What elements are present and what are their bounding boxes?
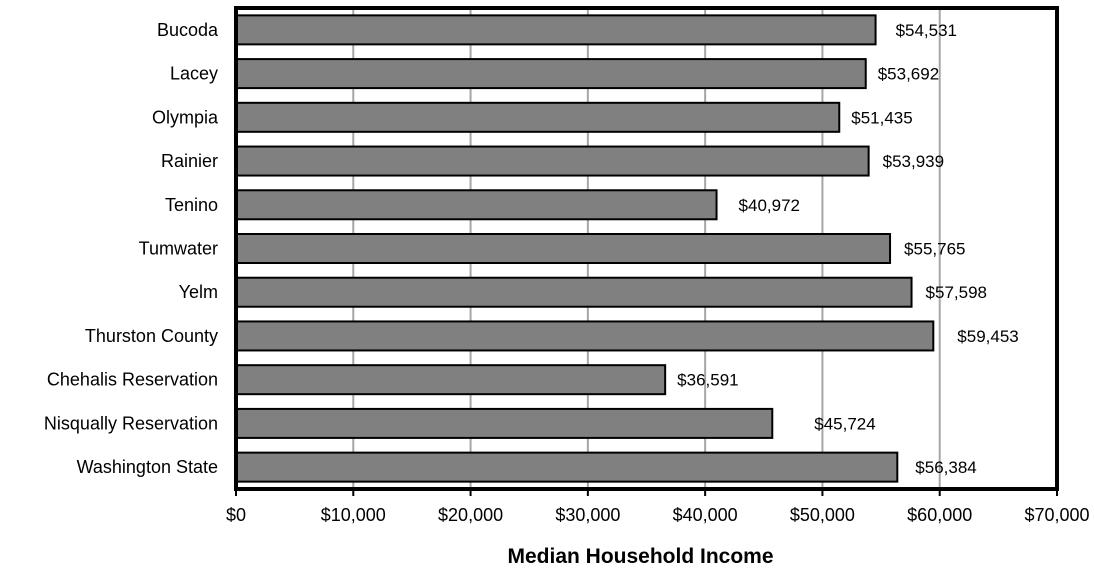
- plot-frame: [234, 6, 1059, 491]
- bar: [235, 276, 913, 308]
- bar: [235, 320, 935, 352]
- category-label: Chehalis Reservation: [47, 370, 218, 390]
- data-labels: $54,531 $53,692 $51,435 $53,939 $40,972 $55,7…: [677, 21, 1019, 477]
- category-label: Tenino: [165, 195, 218, 215]
- x-tick-label: $20,000: [438, 505, 503, 525]
- data-label: $59,453: [957, 327, 1018, 346]
- bars: [235, 14, 935, 483]
- bar: [235, 407, 774, 439]
- x-tick-label: $60,000: [907, 505, 972, 525]
- data-label: $40,972: [739, 196, 800, 215]
- bar: [235, 451, 899, 483]
- data-label: $36,591: [677, 371, 738, 390]
- data-label: $53,692: [878, 65, 939, 84]
- category-labels: Bucoda Lacey Olympia Rainier Tenino Tumwater Y…: [44, 20, 219, 477]
- bar: [235, 145, 870, 177]
- category-label: Yelm: [179, 282, 218, 302]
- bar: [235, 233, 892, 264]
- category-label: Thurston County: [85, 326, 218, 346]
- data-label: $57,598: [926, 283, 987, 302]
- category-label: Bucoda: [157, 20, 219, 40]
- x-tick-label: $70,000: [1024, 505, 1089, 525]
- bar: [235, 189, 718, 221]
- x-axis-title: Median Household Income: [507, 545, 773, 568]
- x-tick-label: $0: [226, 505, 246, 525]
- bar: [235, 14, 877, 46]
- x-axis-ticks: $0 $10,000 $20,000 $30,000 $40,000 $50,000 $60…: [226, 489, 1090, 525]
- category-label: Lacey: [170, 64, 218, 84]
- category-label: Olympia: [152, 107, 219, 127]
- x-tick-label: $40,000: [673, 505, 738, 525]
- x-tick-label: $50,000: [790, 505, 855, 525]
- data-label: $51,435: [851, 108, 912, 127]
- bar: [235, 101, 841, 133]
- data-label: $54,531: [896, 21, 957, 40]
- data-label: $45,724: [814, 414, 875, 433]
- category-label: Nisqually Reservation: [44, 413, 218, 433]
- data-label: $56,384: [915, 458, 976, 477]
- category-label: Tumwater: [139, 239, 218, 259]
- category-label: Rainier: [161, 151, 218, 171]
- bar: [235, 58, 867, 90]
- x-tick-label: $10,000: [321, 505, 386, 525]
- x-tick-label: $30,000: [555, 505, 620, 525]
- category-label: Washington State: [77, 457, 218, 477]
- data-label: $55,765: [904, 240, 965, 259]
- data-label: $53,939: [883, 152, 944, 171]
- bar: [235, 364, 667, 396]
- plot-border: [234, 6, 1059, 491]
